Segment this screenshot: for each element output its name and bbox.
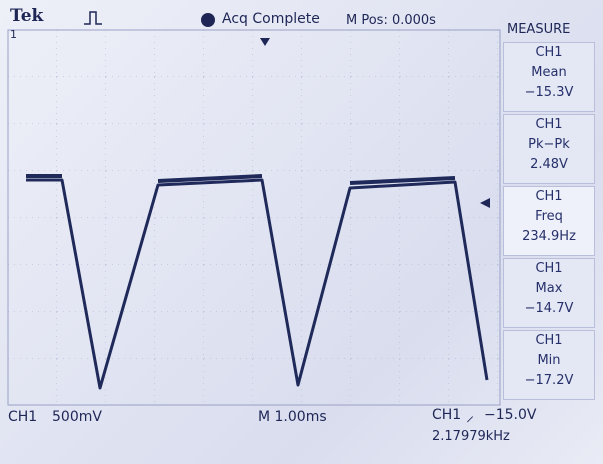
trace-noise	[26, 174, 456, 185]
time-div: M 1.00ms	[258, 409, 327, 425]
trigger-level-marker	[480, 198, 490, 208]
measure-channel: CH1	[535, 261, 563, 276]
measure-box: CH1 Pk−Pk 2.48V	[503, 114, 595, 184]
trigger-level: −15.0V	[484, 407, 537, 423]
acq-indicator	[201, 13, 215, 27]
waveform-trace	[26, 178, 489, 390]
measure-label: Mean	[531, 65, 567, 80]
measure-channel: CH1	[535, 189, 563, 204]
measure-value: 234.9Hz	[522, 229, 576, 244]
measure-panel: CH1 Mean −15.3V CH1 Pk−Pk 2.48V CH1 Freq 234.9Hz…	[503, 42, 595, 404]
measure-box: CH1 Mean −15.3V	[503, 42, 595, 112]
measure-channel: CH1	[535, 45, 563, 60]
trigger-slope: ⸝	[466, 406, 475, 425]
trigger-frequency: 2.17979kHz	[432, 429, 510, 444]
brand: Tek	[10, 6, 44, 26]
measure-box: CH1 Min −17.2V	[503, 330, 595, 400]
volts-div: 500mV	[52, 409, 102, 425]
measure-value: −15.3V	[524, 85, 574, 100]
footer-channel: CH1	[8, 409, 38, 425]
measure-channel: CH1	[535, 117, 563, 132]
grid	[7, 29, 501, 406]
measure-channel: CH1	[535, 333, 563, 348]
position: M Pos: 0.000s	[346, 13, 436, 28]
measure-box: CH1 Max −14.7V	[503, 258, 595, 328]
trigger-state: Acq Complete	[222, 11, 320, 27]
run-icon	[84, 11, 102, 25]
trigger-position-marker	[260, 38, 270, 46]
trigger-channel: CH1	[432, 407, 462, 423]
measure-label: Pk−Pk	[528, 137, 570, 152]
measure-label: Min	[537, 353, 561, 368]
measure-box: CH1 Freq 234.9Hz	[503, 186, 595, 256]
measure-title: MEASURE	[507, 22, 571, 37]
measure-value: 2.48V	[530, 157, 568, 172]
measure-label: Max	[535, 281, 563, 296]
measure-value: −17.2V	[524, 373, 574, 388]
channel-marker: 1	[10, 28, 17, 41]
measure-value: −14.7V	[524, 301, 574, 316]
measure-label: Freq	[535, 209, 563, 224]
